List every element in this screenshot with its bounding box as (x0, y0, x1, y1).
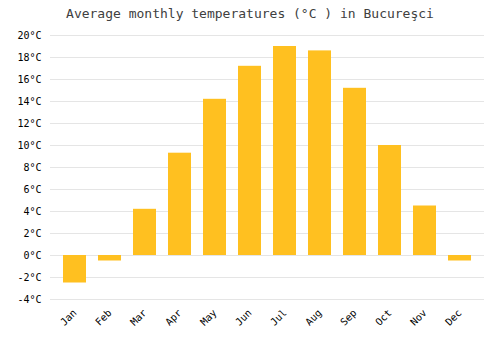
svg-text:Mar: Mar (128, 307, 149, 328)
svg-text:Oct: Oct (373, 307, 394, 328)
svg-text:14°C: 14°C (17, 96, 41, 107)
svg-text:8°C: 8°C (23, 162, 41, 173)
svg-text:Feb: Feb (93, 307, 114, 328)
svg-text:6°C: 6°C (23, 184, 41, 195)
svg-text:Jul: Jul (268, 307, 289, 328)
svg-text:4°C: 4°C (23, 206, 41, 217)
svg-text:10°C: 10°C (17, 140, 41, 151)
svg-text:20°C: 20°C (17, 30, 41, 41)
svg-text:Apr: Apr (163, 307, 184, 328)
svg-text:May: May (198, 307, 219, 328)
svg-text:-4°C: -4°C (17, 294, 41, 305)
svg-text:-2°C: -2°C (17, 272, 41, 283)
svg-text:12°C: 12°C (17, 118, 41, 129)
svg-text:Aug: Aug (303, 307, 324, 328)
svg-text:Dec: Dec (443, 307, 464, 328)
svg-text:0°C: 0°C (23, 250, 41, 261)
svg-text:Jun: Jun (233, 307, 254, 328)
html-text:Average monthly temperatures (: Average monthly temperatures (°C ) in Bu… (66, 6, 434, 21)
svg-text:Sep: Sep (338, 307, 359, 328)
svg-text:Jan: Jan (58, 307, 79, 328)
svg-text:18°C: 18°C (17, 52, 41, 63)
svg-text:Nov: Nov (408, 307, 429, 328)
svg-text:16°C: 16°C (17, 74, 41, 85)
svg-text:2°C: 2°C (23, 228, 41, 239)
